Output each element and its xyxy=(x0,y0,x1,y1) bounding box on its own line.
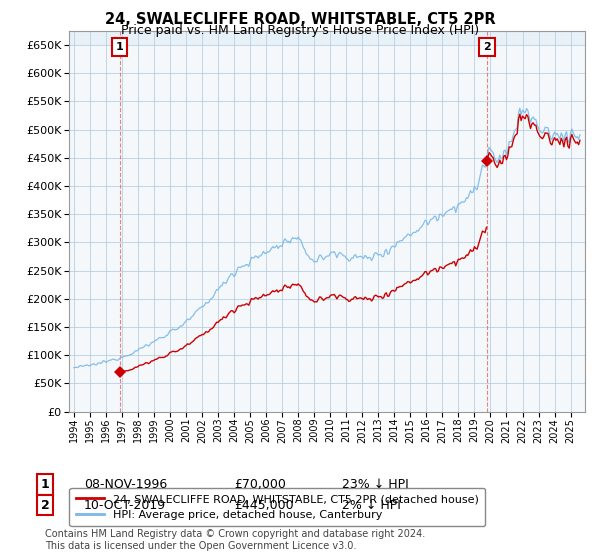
Bar xyxy=(69,355,585,384)
Legend: 24, SWALECLIFFE ROAD, WHITSTABLE, CT5 2PR (detached house), HPI: Average price, : 24, SWALECLIFFE ROAD, WHITSTABLE, CT5 2P… xyxy=(70,488,485,526)
Bar xyxy=(69,129,585,158)
Text: 08-NOV-1996: 08-NOV-1996 xyxy=(84,478,167,491)
Bar xyxy=(69,45,585,73)
Bar xyxy=(69,101,585,129)
Text: 10-OCT-2019: 10-OCT-2019 xyxy=(84,498,166,512)
Bar xyxy=(69,384,585,412)
Bar xyxy=(69,214,585,242)
Bar xyxy=(69,327,585,355)
Bar xyxy=(69,270,585,299)
Bar xyxy=(69,242,585,270)
Text: 2: 2 xyxy=(483,42,491,52)
Text: £70,000: £70,000 xyxy=(234,478,286,491)
Text: Contains HM Land Registry data © Crown copyright and database right 2024.
This d: Contains HM Land Registry data © Crown c… xyxy=(45,529,425,551)
Bar xyxy=(69,73,585,101)
Text: Price paid vs. HM Land Registry's House Price Index (HPI): Price paid vs. HM Land Registry's House … xyxy=(121,24,479,36)
Bar xyxy=(69,186,585,214)
Text: 1: 1 xyxy=(116,42,124,52)
Text: 2: 2 xyxy=(41,498,49,512)
Bar xyxy=(69,299,585,327)
Text: 1: 1 xyxy=(41,478,49,491)
Text: 24, SWALECLIFFE ROAD, WHITSTABLE, CT5 2PR: 24, SWALECLIFFE ROAD, WHITSTABLE, CT5 2P… xyxy=(104,12,496,27)
Text: £445,000: £445,000 xyxy=(234,498,293,512)
Text: 2% ↓ HPI: 2% ↓ HPI xyxy=(342,498,401,512)
Text: 23% ↓ HPI: 23% ↓ HPI xyxy=(342,478,409,491)
Bar xyxy=(69,158,585,186)
